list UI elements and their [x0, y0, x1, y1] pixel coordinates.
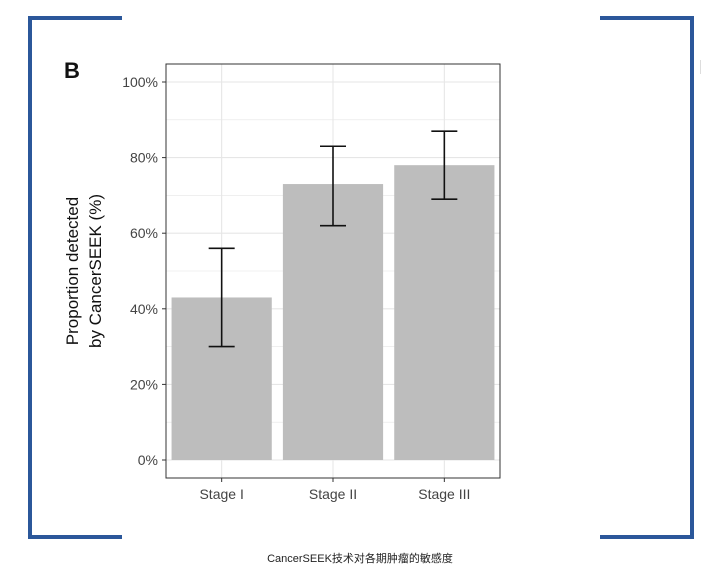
y-tick-label: 100% — [122, 74, 158, 90]
frame-gap-top — [122, 14, 600, 22]
panel-letter: B — [64, 58, 80, 83]
y-tick-label: 80% — [130, 150, 158, 166]
y-tick-label: 60% — [130, 225, 158, 241]
y-tick-label: 40% — [130, 301, 158, 317]
x-tick-label: Stage II — [309, 486, 357, 502]
x-tick-label: Stage III — [418, 486, 470, 502]
y-axis-title: Proportion detected — [63, 197, 82, 345]
bar — [282, 184, 384, 460]
frame-gap-bottom — [122, 534, 600, 542]
bar — [394, 165, 495, 460]
figure-caption: CancerSEEK技术对各期肿瘤的敏感度 — [267, 553, 453, 565]
edge-line — [700, 60, 701, 74]
y-tick-label: 0% — [138, 452, 158, 468]
y-tick-label: 20% — [130, 376, 158, 392]
x-tick-label: Stage I — [199, 486, 243, 502]
y-axis-title: by CancerSEEK (%) — [86, 194, 105, 348]
